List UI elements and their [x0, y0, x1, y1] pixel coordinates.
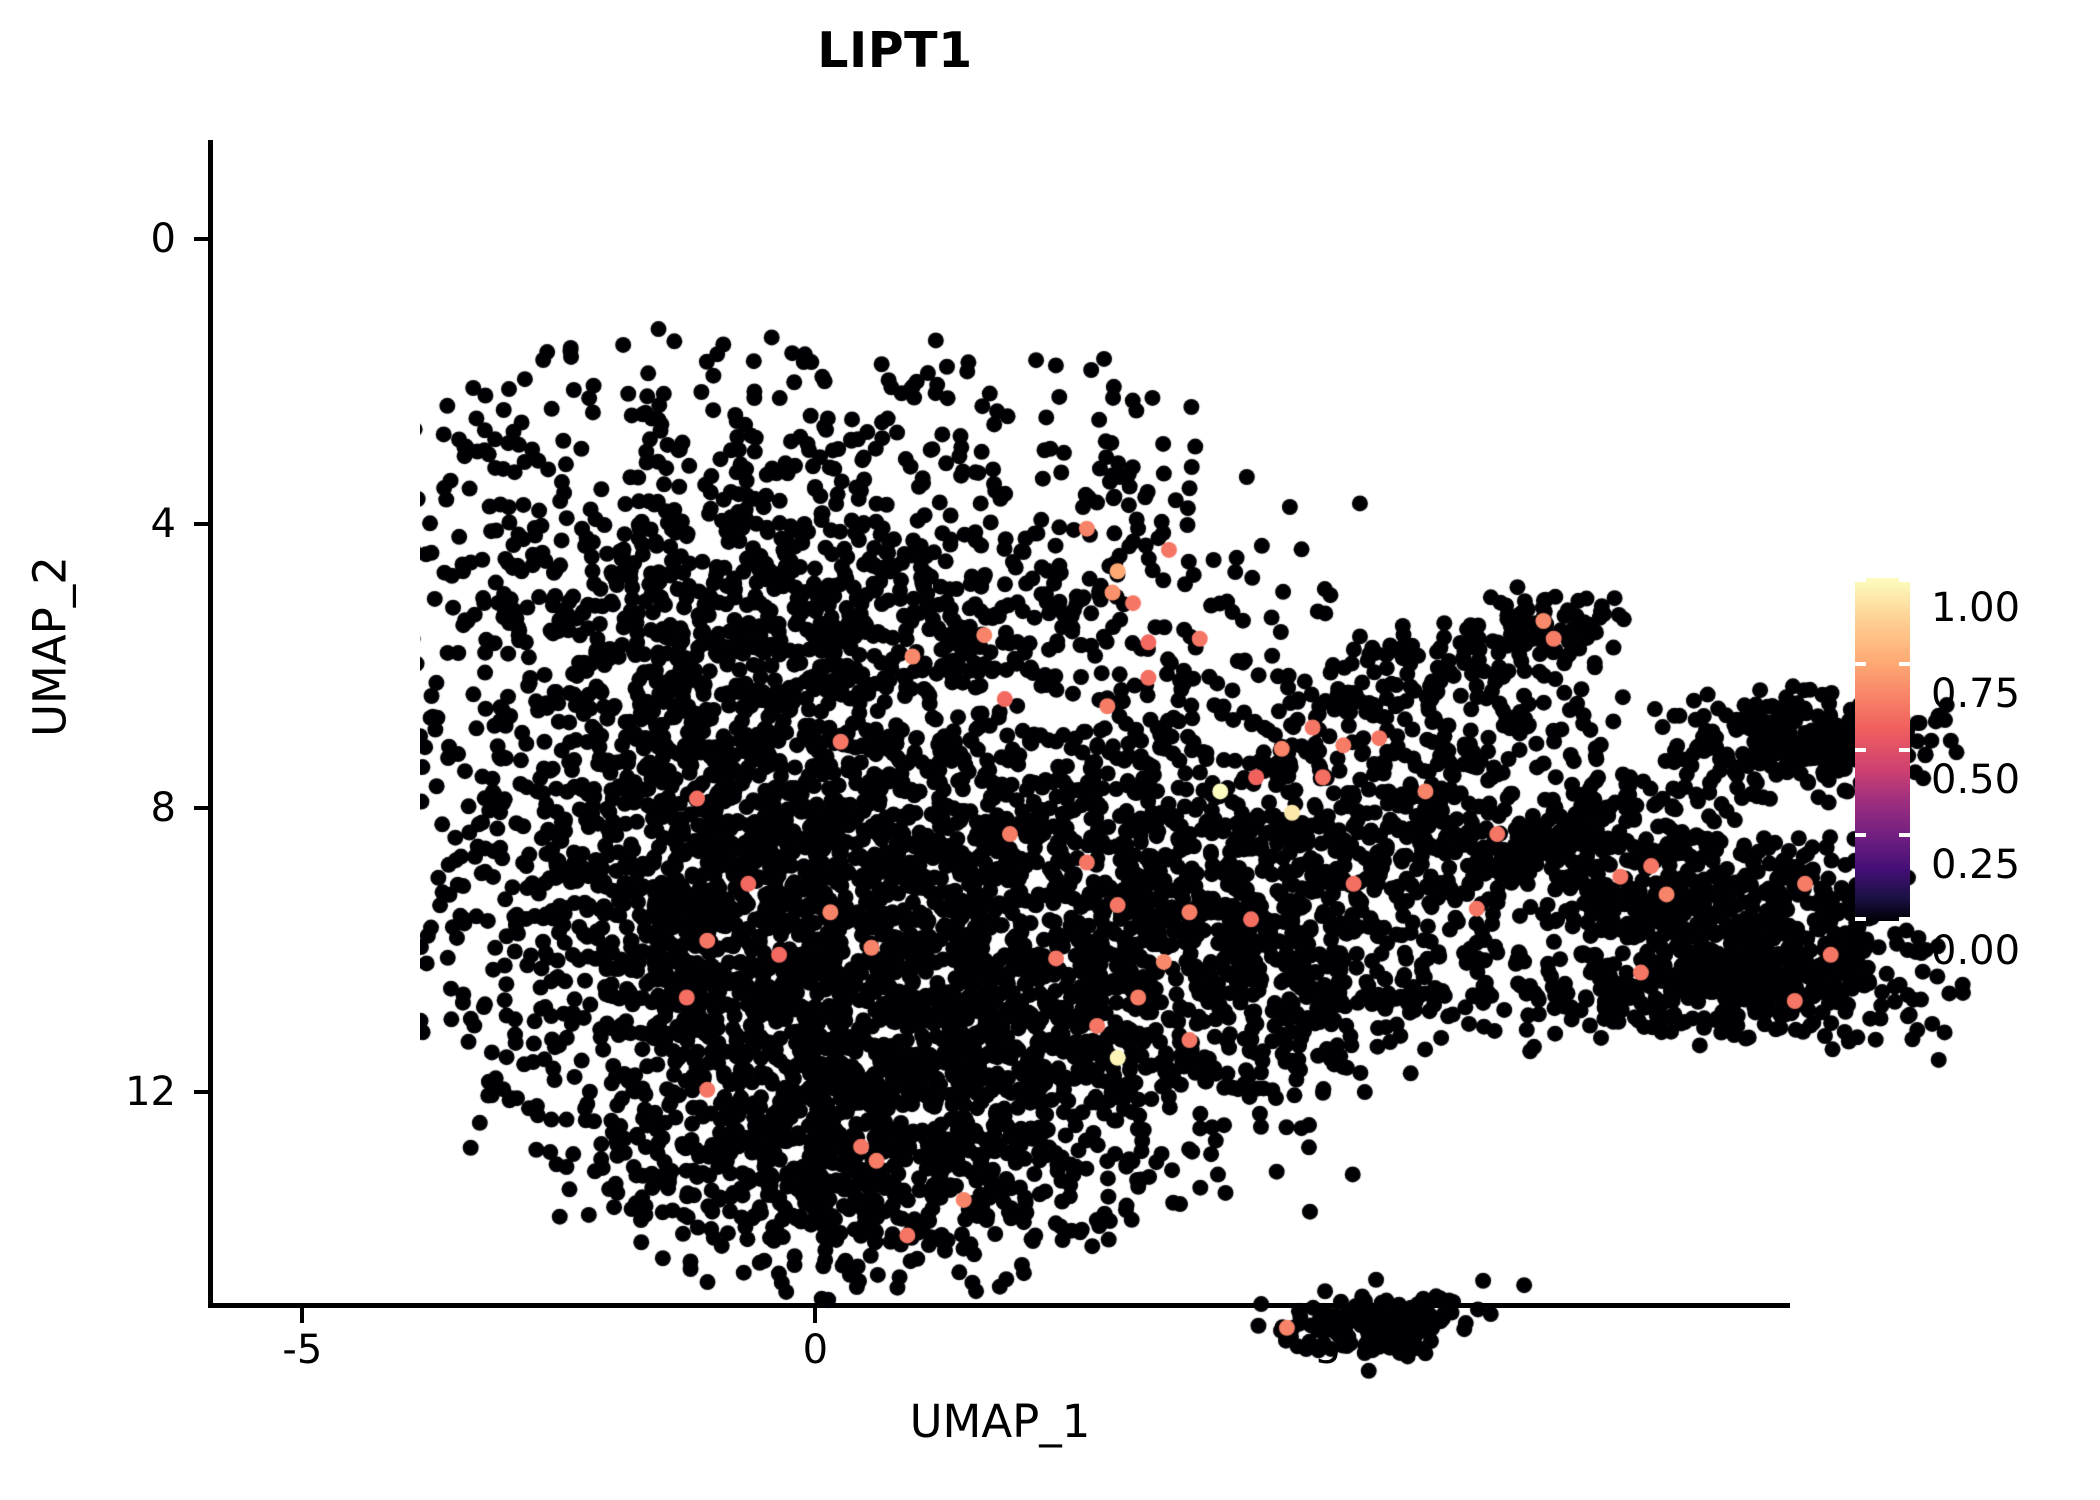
colorbar-tick-label: 0.75 — [1931, 670, 2021, 717]
x-tick-mark — [300, 1305, 305, 1323]
x-tick-label: 0 — [802, 1327, 829, 1373]
colorbar-tick-mark — [1899, 833, 1910, 838]
plot-axes-area: 12 8 4 0 -5 0 5 — [125, 140, 2000, 1445]
colorbar-tick-label: 0.50 — [1931, 756, 2021, 803]
colorbar-tick-label: 0.25 — [1931, 842, 2021, 889]
y-tick-label: 12 — [125, 1068, 176, 1115]
x-tick-mark — [1326, 1305, 1331, 1323]
colorbar: 1.00 0.75 0.50 0.25 0.00 — [1855, 578, 2100, 974]
colorbar-tick-mark — [1855, 833, 1866, 838]
y-tick-label: 8 — [150, 784, 176, 831]
colorbar-tick-mark — [1899, 661, 1910, 666]
colorbar-tick-mark — [1899, 578, 1910, 582]
y-tick-mark — [194, 805, 210, 810]
x-tick-label: 5 — [1315, 1327, 1342, 1373]
colorbar-tick-label: 0.00 — [1931, 928, 2021, 974]
colorbar-tick-mark — [1899, 747, 1910, 752]
colorbar-tick-mark — [1855, 578, 1866, 582]
y-axis-spine — [208, 140, 213, 1308]
x-tick-mark — [813, 1305, 818, 1323]
y-tick-mark — [194, 237, 210, 242]
y-tick-label: 4 — [150, 500, 176, 547]
x-axis-label: UMAP_1 — [909, 1395, 1091, 1448]
scatter-plot-canvas — [420, 280, 2000, 1445]
x-tick-label: -5 — [282, 1327, 323, 1373]
colorbar-tick-mark — [1855, 661, 1866, 666]
colorbar-tick-mark — [1855, 747, 1866, 752]
y-tick-mark — [194, 521, 210, 526]
colorbar-tick-label: 1.00 — [1931, 585, 2021, 631]
colorbar-tick-mark — [1855, 917, 1866, 921]
colorbar-tick-mark — [1899, 917, 1910, 921]
y-axis-label: UMAP_2 — [23, 556, 77, 737]
y-tick-label: 0 — [150, 216, 176, 263]
page-title: LIPT1 — [817, 22, 973, 79]
y-tick-mark — [194, 1089, 210, 1094]
